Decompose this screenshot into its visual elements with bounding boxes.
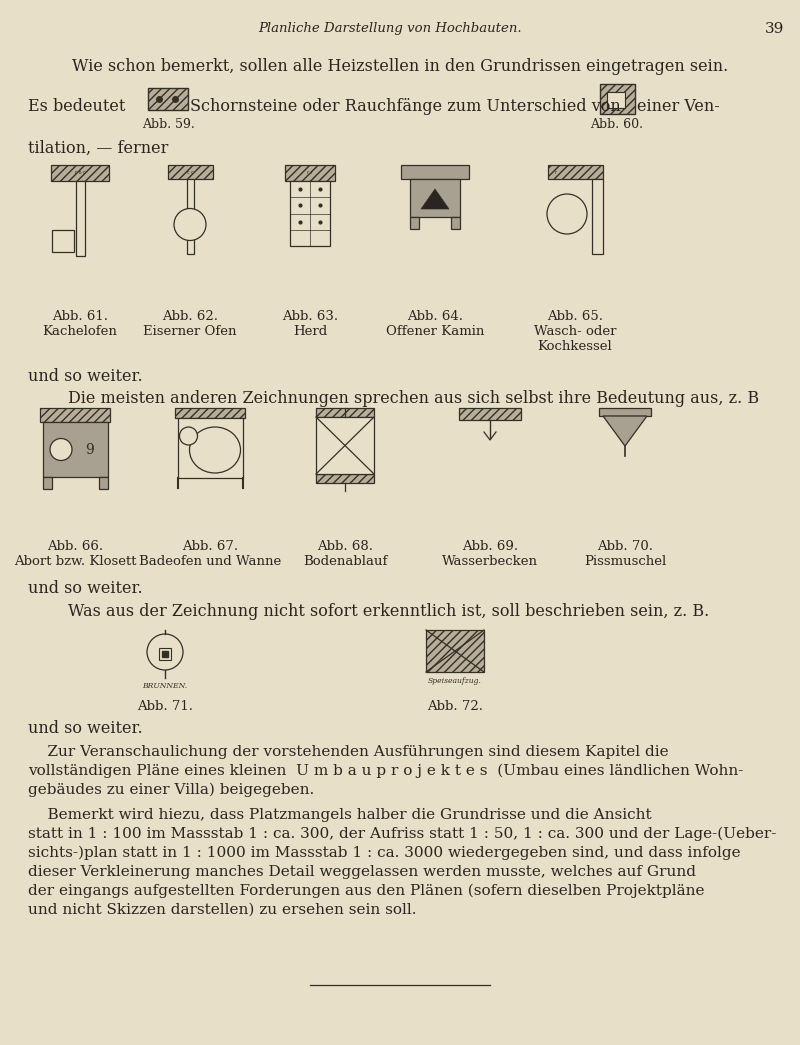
Bar [459, 408, 521, 420]
Text: Abb. 66.: Abb. 66. [47, 540, 103, 553]
Text: statt in 1 : 100 im Massstab 1 : ca. 300, der Aufriss statt 1 : 50, 1 : ca. 300 : statt in 1 : 100 im Massstab 1 : ca. 300… [28, 827, 776, 841]
Text: und nicht Skizzen darstellen) zu ersehen sein soll.: und nicht Skizzen darstellen) zu ersehen… [28, 903, 417, 918]
Bar [40, 408, 110, 422]
Text: r r: r r [307, 170, 313, 176]
Text: Abb. 72.: Abb. 72. [427, 700, 483, 713]
Text: Zur Veranschaulichung der vorstehenden Ausführungen sind diesem Kapitel die: Zur Veranschaulichung der vorstehenden A… [28, 745, 669, 759]
Bar [51, 165, 109, 181]
Text: Abb. 67.: Abb. 67. [182, 540, 238, 553]
Circle shape [179, 427, 198, 445]
Bar [316, 474, 374, 483]
Text: Abb. 60.: Abb. 60. [590, 118, 643, 131]
Bar [426, 630, 484, 672]
Bar [451, 217, 460, 229]
Text: und so weiter.: und so weiter. [28, 368, 142, 385]
Text: Kochkessel: Kochkessel [538, 340, 612, 353]
Text: Pissmuschel: Pissmuschel [584, 555, 666, 568]
Text: Wasch- oder: Wasch- oder [534, 325, 616, 338]
Bar [186, 179, 194, 254]
Text: Abb. 68.: Abb. 68. [317, 540, 373, 553]
Bar [316, 408, 374, 417]
Bar [159, 648, 171, 660]
Text: und so weiter.: und so weiter. [28, 580, 142, 597]
Text: der eingangs aufgestellten Forderungen aus den Plänen (sofern dieselben Projektp: der eingangs aufgestellten Forderungen a… [28, 884, 705, 899]
Text: Die meisten anderen Zeichnungen sprechen aus sich selbst ihre Bedeutung aus, z. : Die meisten anderen Zeichnungen sprechen… [68, 390, 759, 407]
Text: vollständigen Pläne eines kleinen  U m b a u p r o j e k t e s  (Umbau eines län: vollständigen Pläne eines kleinen U m b … [28, 764, 743, 779]
Text: Eiserner Ofen: Eiserner Ofen [143, 325, 237, 338]
Bar [98, 477, 107, 489]
Polygon shape [421, 189, 449, 209]
Bar [175, 408, 245, 418]
Text: Abb. 63.: Abb. 63. [282, 310, 338, 323]
Bar [75, 181, 85, 256]
Text: Wie schon bemerkt, sollen alle Heizstellen in den Grundrissen eingetragen sein.: Wie schon bemerkt, sollen alle Heizstell… [72, 59, 728, 75]
Bar [410, 217, 419, 229]
Text: Abb. 70.: Abb. 70. [597, 540, 653, 553]
Text: Badeofen und Wanne: Badeofen und Wanne [139, 555, 281, 568]
Bar [52, 230, 74, 252]
Text: Abb. 62.: Abb. 62. [162, 310, 218, 323]
Text: r o c: r o c [74, 170, 86, 176]
Text: Bodenablauf: Bodenablauf [303, 555, 387, 568]
Text: BRUNNEN.: BRUNNEN. [142, 682, 187, 690]
Bar [591, 179, 602, 254]
Bar [178, 418, 242, 478]
Bar [167, 165, 213, 179]
Bar [607, 92, 625, 108]
Circle shape [50, 439, 72, 461]
Text: Abb. 61.: Abb. 61. [52, 310, 108, 323]
Text: Abb. 69.: Abb. 69. [462, 540, 518, 553]
Text: Abort bzw. Klosett: Abort bzw. Klosett [14, 555, 136, 568]
Text: einer Ven-: einer Ven- [637, 98, 720, 115]
Text: dieser Verkleinerung manches Detail weggelassen werden musste, welches auf Grund: dieser Verkleinerung manches Detail wegg… [28, 865, 696, 879]
Text: c c: c c [186, 169, 194, 175]
Text: r: r [554, 169, 557, 175]
Bar [547, 165, 602, 179]
Circle shape [547, 194, 587, 234]
Text: Abb. 64.: Abb. 64. [407, 310, 463, 323]
Bar [316, 417, 374, 474]
Polygon shape [603, 416, 647, 446]
Bar [600, 84, 635, 114]
Text: Abb. 59.: Abb. 59. [142, 118, 194, 131]
Text: Bemerkt wird hiezu, dass Platzmangels halber die Grundrisse und die Ansicht: Bemerkt wird hiezu, dass Platzmangels ha… [28, 808, 652, 822]
Text: Schornsteine oder Rauchfänge zum Unterschied von: Schornsteine oder Rauchfänge zum Untersc… [190, 98, 621, 115]
Text: Kachelofen: Kachelofen [42, 325, 118, 338]
Bar [285, 165, 335, 181]
Text: tilation, — ferner: tilation, — ferner [28, 140, 168, 157]
Bar [401, 165, 469, 179]
Text: sichts-)plan statt in 1 : 1000 im Massstab 1 : ca. 3000 wiedergegeben sind, und : sichts-)plan statt in 1 : 1000 im Massst… [28, 846, 741, 860]
Text: Es bedeutet: Es bedeutet [28, 98, 126, 115]
Bar [42, 477, 51, 489]
Ellipse shape [190, 427, 241, 473]
Text: Planliche Darstellung von Hochbauten.: Planliche Darstellung von Hochbauten. [258, 22, 522, 34]
Text: Was aus der Zeichnung nicht sofort erkenntlich ist, soll beschrieben sein, z. B.: Was aus der Zeichnung nicht sofort erken… [68, 603, 710, 620]
Text: 9: 9 [85, 442, 94, 457]
Text: Wasserbecken: Wasserbecken [442, 555, 538, 568]
Circle shape [147, 634, 183, 670]
Bar [410, 179, 460, 217]
Text: Abb. 71.: Abb. 71. [137, 700, 193, 713]
Bar [599, 408, 651, 416]
Text: Herd: Herd [293, 325, 327, 338]
Text: Abb. 65.: Abb. 65. [547, 310, 603, 323]
Text: gebäudes zu einer Villa) beigegeben.: gebäudes zu einer Villa) beigegeben. [28, 783, 314, 797]
Text: 39: 39 [765, 22, 784, 36]
Text: Offener Kamin: Offener Kamin [386, 325, 484, 338]
Bar [290, 181, 330, 246]
Bar [42, 422, 107, 477]
Text: und so weiter.: und so weiter. [28, 720, 142, 737]
Text: Speiseaufzug.: Speiseaufzug. [428, 677, 482, 686]
Bar [148, 88, 188, 110]
Circle shape [174, 209, 206, 240]
